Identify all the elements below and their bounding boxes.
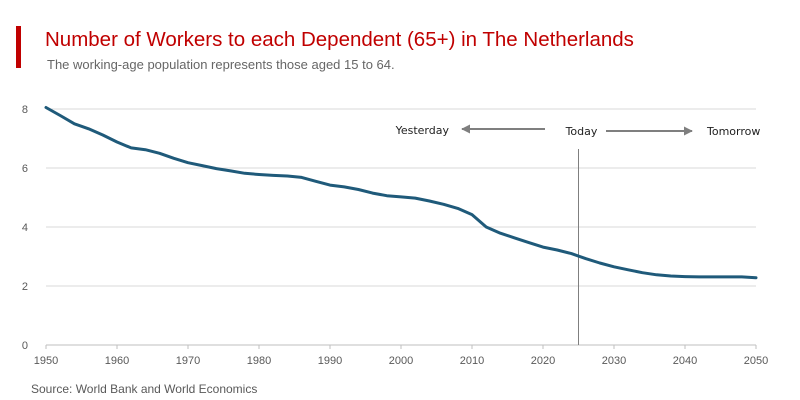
y-tick-label-0: 0 (22, 340, 28, 352)
series-line-workers-per-dependent (44, 106, 758, 280)
x-tick-label-2010: 2010 (460, 355, 484, 367)
x-tick-label-1950: 1950 (34, 355, 58, 367)
x-tick-label-1980: 1980 (247, 355, 271, 367)
x-tick-label-2040: 2040 (673, 355, 697, 367)
chart-title: Number of Workers to each Dependent (65+… (45, 28, 634, 51)
y-tick-label-8: 8 (22, 104, 28, 116)
yesterday-label: Yesterday (395, 124, 450, 137)
y-tick-label-2: 2 (22, 281, 28, 293)
y-axis-ticks: 0 2 4 6 8 (22, 104, 28, 352)
tomorrow-label: Tomorrow (706, 125, 760, 138)
today-label: Today (565, 125, 598, 138)
source-note: Source: World Bank and World Economics (31, 382, 258, 396)
x-tick-label-1990: 1990 (318, 355, 342, 367)
x-tick-label-1970: 1970 (176, 355, 200, 367)
x-axis-ticks: 1950 1960 1970 1980 1990 2000 2010 2020 2030 2040… (34, 345, 768, 367)
x-tick-label-2020: 2020 (531, 355, 555, 367)
x-tick-label-2050: 2050 (744, 355, 768, 367)
x-tick-label-1960: 1960 (105, 355, 129, 367)
y-tick-label-6: 6 (22, 163, 28, 175)
gridlines (46, 108, 756, 346)
y-tick-label-4: 4 (22, 222, 28, 234)
title-accent-bar (16, 26, 21, 68)
x-tick-label-2000: 2000 (389, 355, 413, 367)
x-tick-label-2030: 2030 (602, 355, 626, 367)
chart-subtitle: The working-age population represents th… (47, 57, 395, 72)
